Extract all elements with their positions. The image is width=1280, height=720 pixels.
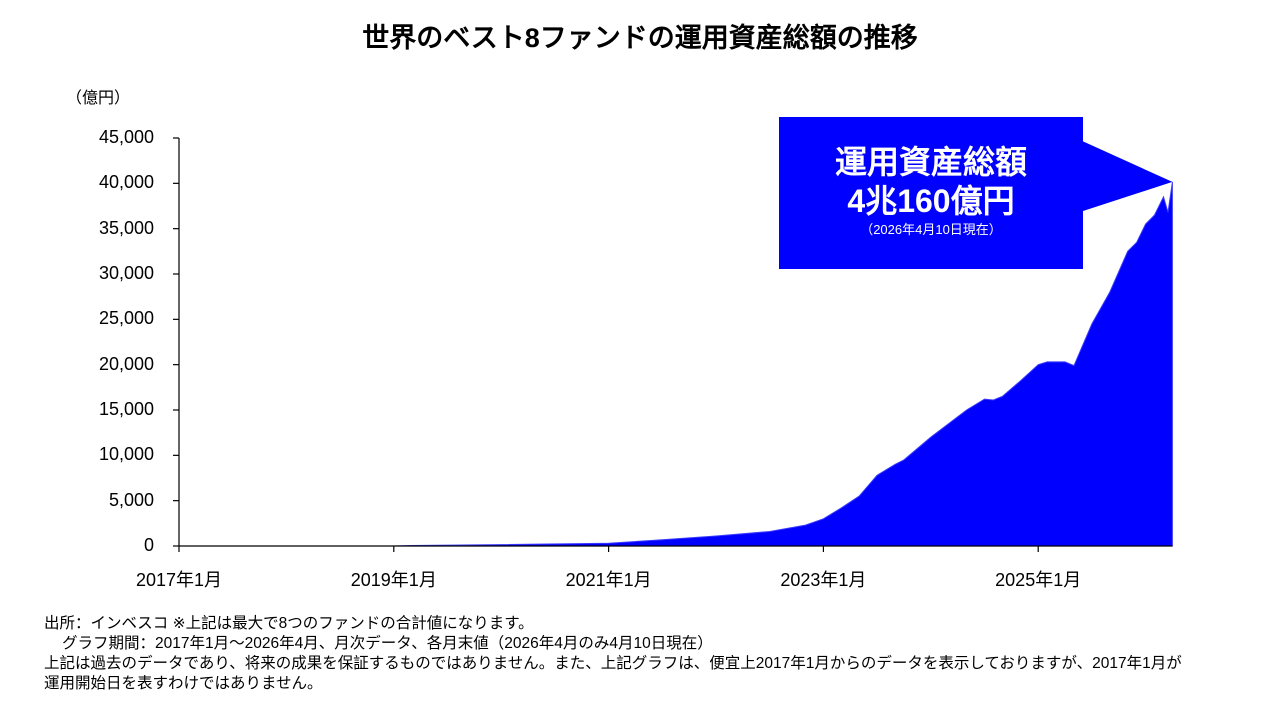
disclaimer-note-continued: 運用開始日を表すわけではありません。 (44, 675, 323, 692)
axes (173, 137, 1173, 552)
y-tick-label: 20,000 (98, 353, 154, 374)
y-tick-label: 5,000 (108, 489, 154, 510)
period-note: グラフ期間：2017年1月～2026年4月、月次データ、各月末値（2026年4月… (62, 635, 713, 652)
y-tick-label: 45,000 (98, 127, 154, 147)
y-tick-label: 35,000 (98, 217, 154, 238)
x-tick-label: 2021年1月 (565, 570, 652, 590)
chart-title: 世界のベスト8ファンドの運用資産総額の推移 (362, 23, 918, 53)
callout-as-of-date: （2026年4月10日現在） (860, 222, 1002, 237)
x-tick-label: 2019年1月 (350, 570, 437, 590)
x-tick-label: 2017年1月 (135, 570, 223, 590)
y-tick-label: 25,000 (98, 308, 154, 329)
callout-heading: 運用資産総額 (834, 144, 1027, 180)
callout-pointer (1080, 140, 1173, 212)
x-tick-label: 2025年1月 (995, 570, 1082, 590)
source-note: 出所：インベスコ ※上記は最大で8つのファンドの合計値になります。 (44, 615, 534, 632)
y-tick-label: 0 (143, 535, 154, 555)
y-tick-label: 15,000 (98, 399, 154, 419)
y-axis-unit-label: （億円） (66, 90, 131, 107)
footnotes: 出所：インベスコ ※上記は最大で8つのファンドの合計値になります。 グラフ期間：… (44, 614, 1182, 694)
y-tick-label: 30,000 (98, 263, 154, 283)
y-tick-label: 40,000 (98, 172, 154, 193)
x-tick-label: 2023年1月 (780, 570, 867, 590)
total-assets-callout: 運用資産総額 4兆160億円 （2026年4月10日現在） (779, 117, 1083, 269)
y-tick-label: 10,000 (98, 444, 154, 465)
callout-value: 4兆160億円 (847, 183, 1015, 219)
disclaimer-note: 上記は過去のデータであり、将来の成果を保証するものではありません。また、上記グラ… (44, 655, 1182, 672)
area-series (179, 181, 1173, 547)
